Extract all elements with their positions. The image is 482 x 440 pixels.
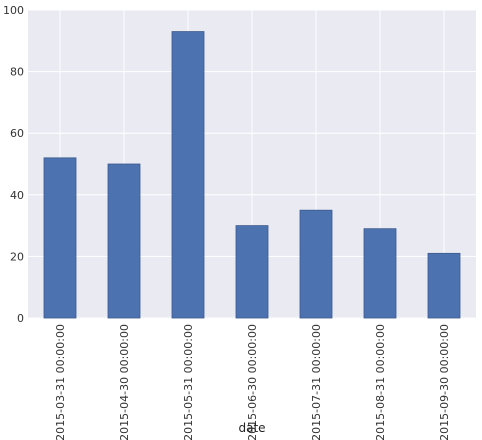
bar [107,163,141,319]
bar [235,225,269,319]
x-tick-label: 2015-09-30 00:00:00 [438,324,451,440]
bars [43,31,461,319]
y-tick-label: 60 [10,127,24,140]
bar [299,209,333,319]
x-tick-label: 2015-04-30 00:00:00 [118,324,131,440]
x-tick-label: 2015-05-31 00:00:00 [182,324,195,440]
y-tick-labels: 0 20 40 60 80 100 [3,4,24,325]
y-tick-label: 80 [10,66,24,79]
y-tick-label: 100 [3,4,24,17]
x-tick-label: 2015-06-30 00:00:00 [246,324,259,440]
x-tick-label: 2015-07-31 00:00:00 [310,324,323,440]
bar [427,252,461,319]
x-tick-label: 2015-03-31 00:00:00 [54,324,67,440]
bar [363,228,397,319]
y-tick-label: 40 [10,189,24,202]
x-tick-label: 2015-08-31 00:00:00 [374,324,387,440]
x-tick-labels: 2015-03-31 00:00:00 2015-04-30 00:00:00 20… [54,324,451,440]
x-axis-title: date [238,421,265,435]
bar [43,157,77,319]
bar [171,31,205,319]
y-tick-label: 20 [10,250,24,263]
y-tick-label: 0 [17,312,24,325]
